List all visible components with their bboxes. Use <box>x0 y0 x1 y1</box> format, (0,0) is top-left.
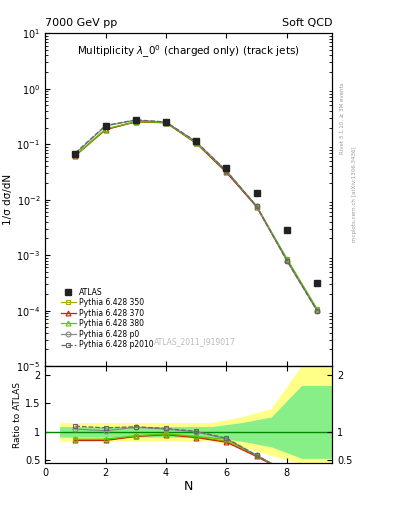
Text: ATLAS_2011_I919017: ATLAS_2011_I919017 <box>154 337 235 346</box>
Text: mcplots.cern.ch [arXiv:1306.3436]: mcplots.cern.ch [arXiv:1306.3436] <box>352 147 357 242</box>
Text: Multiplicity $\lambda$_0$^0$ (charged only) (track jets): Multiplicity $\lambda$_0$^0$ (charged on… <box>77 44 300 60</box>
Y-axis label: Ratio to ATLAS: Ratio to ATLAS <box>13 382 22 447</box>
Y-axis label: 1/σ dσ/dN: 1/σ dσ/dN <box>4 174 13 225</box>
Legend: ATLAS, Pythia 6.428 350, Pythia 6.428 370, Pythia 6.428 380, Pythia 6.428 p0, Py: ATLAS, Pythia 6.428 350, Pythia 6.428 37… <box>58 285 157 352</box>
X-axis label: N: N <box>184 480 193 493</box>
Text: 7000 GeV pp: 7000 GeV pp <box>45 18 118 28</box>
Text: Soft QCD: Soft QCD <box>282 18 332 28</box>
Text: Rivet 3.1.10, ≥ 3M events: Rivet 3.1.10, ≥ 3M events <box>340 82 345 154</box>
